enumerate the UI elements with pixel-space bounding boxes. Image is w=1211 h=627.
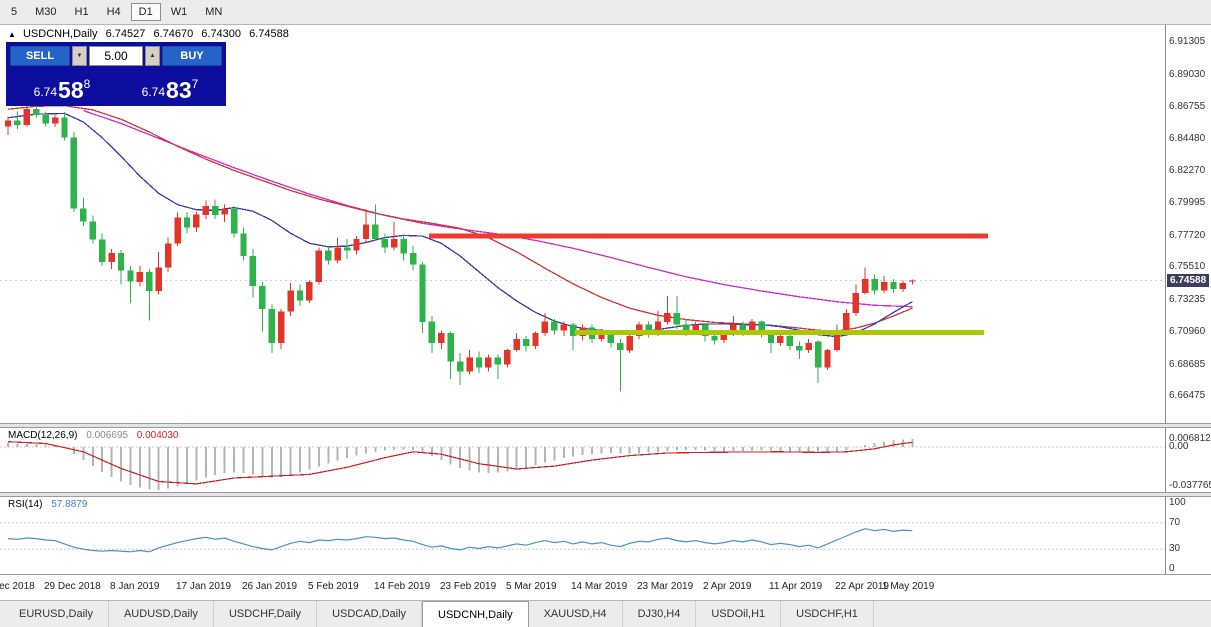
price-chart-panel[interactable]: ▲ USDCNH,Daily 6.74527 6.74670 6.74300 6… — [0, 25, 1165, 423]
chart-tab-usdchf-daily[interactable]: USDCHF,Daily — [214, 601, 318, 627]
price-axis-label: 6.89030 — [1169, 69, 1206, 80]
date-axis-label: 23 Mar 2019 — [637, 581, 694, 592]
rsi-chart[interactable] — [0, 497, 1165, 574]
date-axis-label: 23 Feb 2019 — [440, 581, 497, 592]
chart-workspace: ▲ USDCNH,Daily 6.74527 6.74670 6.74300 6… — [0, 25, 1211, 600]
timeframe-button-5[interactable]: 5 — [11, 6, 18, 18]
ohlc-close: 6.74588 — [249, 28, 289, 40]
rsi-axis-label: 0 — [1169, 563, 1175, 574]
bid-price-pip: 8 — [83, 77, 91, 91]
macd-title: MACD(12,26,9) 0.006695 0.004030 — [8, 430, 178, 441]
macd-signal-value: 0.004030 — [136, 430, 179, 441]
price-axis-label: 6.68685 — [1169, 359, 1206, 370]
date-axis-label: 22 Apr 2019 — [835, 581, 889, 592]
current-bid-price-tag: 6.74588 — [1167, 274, 1210, 287]
candlestick-chart[interactable] — [0, 25, 1165, 423]
rsi-value: 57.8879 — [51, 499, 88, 510]
panel-splitter[interactable] — [0, 492, 1211, 497]
macd-main-value: 0.006695 — [86, 430, 128, 441]
rsi-indicator-panel[interactable]: RSI(14) 57.8879 — [0, 497, 1165, 574]
timeframe-button-d1[interactable]: D1 — [130, 3, 161, 21]
timeframe-button-m30[interactable]: M30 — [35, 6, 57, 18]
chart-title: ▲ USDCNH,Daily 6.74527 6.74670 6.74300 6… — [8, 28, 289, 40]
price-axis-label: 6.75510 — [1169, 261, 1206, 272]
price-axis-label: 6.86755 — [1169, 101, 1206, 112]
chart-tab-usdcnh-daily[interactable]: USDCNH,Daily — [422, 601, 529, 627]
date-axis-label: 2 Apr 2019 — [703, 581, 752, 592]
price-axis-label: 6.79995 — [1169, 197, 1206, 208]
collapse-triangle-icon[interactable]: ▲ — [8, 30, 16, 39]
bid-price-main: 58 — [58, 77, 84, 103]
chart-tab-dj30-h4[interactable]: DJ30,H4 — [623, 601, 697, 627]
chart-tabs-bar: EURUSD,Daily AUDUSD,Daily USDCHF,Daily USDC… — [0, 600, 1211, 627]
timeframe-toolbar: 5 M30 H1 H4 D1 W1 MN — [0, 0, 1211, 25]
macd-axis-label: 0.00 — [1169, 441, 1189, 452]
price-axis-label: 6.77720 — [1169, 230, 1206, 241]
price-axis-label: 6.84480 — [1169, 133, 1206, 144]
bid-price-prefix: 6.74 — [33, 85, 58, 99]
volume-input[interactable]: 5.00 — [89, 46, 143, 66]
chart-tab-audusd-daily[interactable]: AUDUSD,Daily — [109, 601, 214, 627]
price-axis-label: 6.91305 — [1169, 36, 1206, 47]
ohlc-open: 6.74527 — [105, 28, 146, 40]
rsi-title: RSI(14) 57.8879 — [8, 499, 87, 510]
date-axis[interactable]: 20 Dec 2018 29 Dec 2018 8 Jan 2019 17 Jan 2… — [0, 574, 1211, 600]
price-axis-label: 6.66475 — [1169, 390, 1206, 401]
chart-tab-xauusd-h4[interactable]: XAUUSD,H4 — [529, 601, 623, 627]
date-axis-label: 5 Mar 2019 — [506, 581, 557, 592]
rsi-axis-label: 70 — [1169, 517, 1181, 528]
price-axis-label: 6.70960 — [1169, 326, 1206, 337]
date-axis-label: 1 May 2019 — [882, 581, 935, 592]
chart-tab-eurusd-daily[interactable]: EURUSD,Daily — [4, 601, 109, 627]
date-axis-label: 5 Feb 2019 — [308, 581, 359, 592]
macd-axis-label: 0.006812 — [1169, 433, 1211, 444]
chart-tab-usdoil-h1[interactable]: USDOil,H1 — [696, 601, 782, 627]
volume-increase-button[interactable]: ▲ — [145, 46, 160, 66]
date-axis-label: 14 Feb 2019 — [374, 581, 431, 592]
sell-button[interactable]: SELL — [10, 46, 70, 66]
ohlc-high: 6.74670 — [153, 28, 194, 40]
price-axis-label: 6.73235 — [1169, 294, 1206, 305]
date-axis-label: 11 Apr 2019 — [769, 581, 823, 592]
ask-price-main: 83 — [166, 77, 192, 103]
buy-button[interactable]: BUY — [162, 46, 222, 66]
date-axis-label: 26 Jan 2019 — [242, 581, 298, 592]
date-axis-label: 29 Dec 2018 — [44, 581, 101, 592]
price-axis[interactable]: 6.91305 6.89030 6.86755 6.84480 6.82270 6.799… — [1165, 25, 1211, 574]
ohlc-low: 6.74300 — [201, 28, 242, 40]
panel-splitter[interactable] — [0, 423, 1211, 428]
rsi-label: RSI(14) — [8, 499, 43, 510]
macd-indicator-panel[interactable]: MACD(12,26,9) 0.006695 0.004030 — [0, 428, 1165, 492]
price-axis-label: 6.82270 — [1169, 165, 1206, 176]
date-axis-label: 20 Dec 2018 — [0, 581, 35, 592]
macd-chart[interactable] — [0, 428, 1165, 492]
one-click-trading-panel: SELL ▼ 5.00 ▲ BUY 6.74 58 8 6.74 83 7 — [6, 42, 226, 106]
ask-price-prefix: 6.74 — [141, 85, 166, 99]
timeframe-button-h4[interactable]: H4 — [106, 6, 121, 18]
chart-tab-usdchf-h1[interactable]: USDCHF,H1 — [781, 601, 874, 627]
date-axis-label: 8 Jan 2019 — [110, 581, 160, 592]
chart-symbol-label: USDCNH,Daily — [22, 28, 98, 40]
chart-tab-usdcad-daily[interactable]: USDCAD,Daily — [317, 601, 423, 627]
ask-price-display: 6.74 83 7 — [118, 68, 222, 102]
date-axis-label: 17 Jan 2019 — [176, 581, 232, 592]
macd-axis-label: -0.037765 — [1169, 480, 1211, 491]
bid-price-display: 6.74 58 8 — [10, 68, 114, 102]
timeframe-button-w1[interactable]: W1 — [170, 6, 188, 18]
timeframe-button-mn[interactable]: MN — [205, 6, 223, 18]
macd-label: MACD(12,26,9) — [8, 430, 78, 441]
date-axis-label: 14 Mar 2019 — [571, 581, 628, 592]
volume-decrease-button[interactable]: ▼ — [72, 46, 87, 66]
rsi-axis-label: 30 — [1169, 543, 1181, 554]
rsi-axis-label: 100 — [1169, 497, 1186, 508]
ask-price-pip: 7 — [191, 77, 199, 91]
timeframe-button-h1[interactable]: H1 — [74, 6, 89, 18]
